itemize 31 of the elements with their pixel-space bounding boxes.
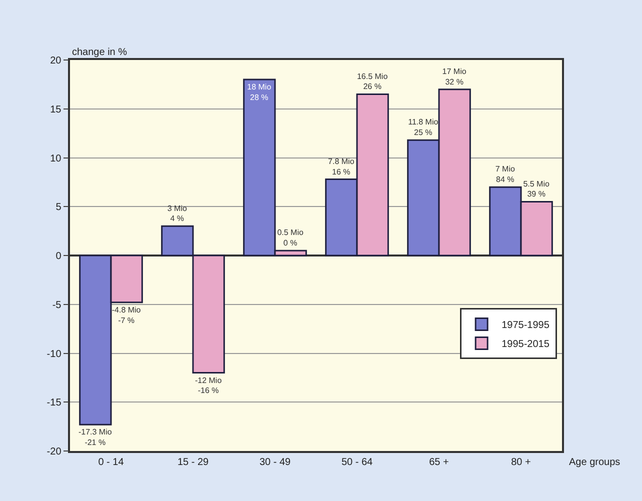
data-label: -4.8 Mio -7 % — [112, 305, 142, 325]
y-tick-label: 0 — [56, 251, 62, 262]
y-tick-label: -5 — [52, 300, 62, 311]
data-label: 17 Mio 32 % — [442, 66, 467, 86]
y-tick-label: 10 — [50, 153, 62, 164]
y-tick-label: -15 — [46, 398, 62, 409]
y-tick-label: -10 — [46, 348, 62, 360]
x-tick-label: 50 - 64 — [341, 456, 373, 468]
y-tick-label: 5 — [56, 202, 62, 214]
data-label: 7 Mio 84 % — [495, 164, 516, 184]
y-tick-label: 20 — [50, 56, 62, 66]
data-label: -12 Mio -16 % — [194, 376, 222, 396]
data-label: 5.5 Mio 39 % — [523, 179, 550, 199]
data-label: 16.5 Mio 26 % — [356, 72, 388, 92]
y-axis-title: change in % — [72, 47, 128, 58]
x-tick-label: 0 - 14 — [98, 456, 124, 468]
x-tick-label: 65 + — [429, 456, 450, 468]
data-label: 7.8 Mio 16 % — [328, 156, 355, 176]
x-axis-title: Age groups — [569, 457, 620, 468]
data-label: -17.3 Mio -21 % — [78, 428, 112, 448]
data-label: 3 Mio 4 % — [167, 204, 188, 224]
y-tick-label: -20 — [46, 446, 62, 458]
x-tick-label: 30 - 49 — [259, 456, 291, 468]
legend-label: 1995-2015 — [502, 339, 550, 350]
data-label: 18 Mio 28 % — [247, 82, 272, 102]
legend-label: 1975-1995 — [502, 320, 550, 332]
y-tick-label: 15 — [50, 104, 62, 116]
x-tick-label: 80 + — [511, 456, 532, 468]
data-label: 11.8 Mio 25 % — [408, 118, 439, 138]
x-tick-label: 15 - 29 — [177, 456, 209, 468]
data-label: 0.5 Mio 0 % — [277, 228, 304, 248]
